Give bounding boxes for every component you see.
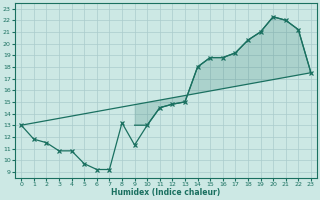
Polygon shape xyxy=(135,17,311,125)
X-axis label: Humidex (Indice chaleur): Humidex (Indice chaleur) xyxy=(111,188,221,197)
